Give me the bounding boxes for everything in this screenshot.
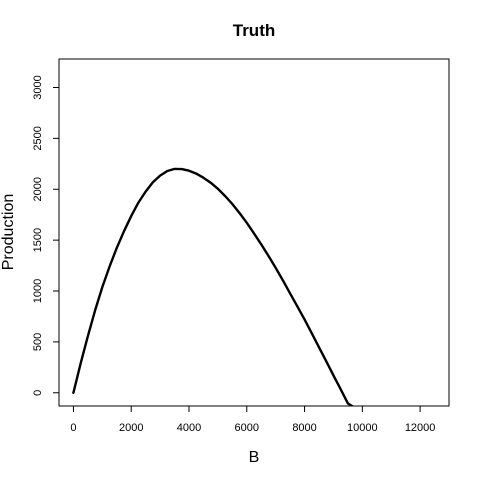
x-tick-label: 8000 xyxy=(292,422,316,434)
x-tick-label: 12000 xyxy=(405,422,436,434)
y-tick-label: 1500 xyxy=(32,228,44,252)
y-axis-label: Production xyxy=(0,194,17,271)
chart-title: Truth xyxy=(233,21,276,40)
y-tick-label: 2500 xyxy=(32,126,44,150)
x-tick-label: 6000 xyxy=(235,422,259,434)
production-curve xyxy=(72,167,355,406)
y-tick-label: 500 xyxy=(32,333,44,351)
x-tick-label: 10000 xyxy=(347,422,378,434)
x-tick-label: 4000 xyxy=(177,422,201,434)
y-tick-label: 3000 xyxy=(32,75,44,99)
y-tick-label: 1000 xyxy=(32,279,44,303)
x-tick-label: 0 xyxy=(70,422,76,434)
y-tick-label: 2000 xyxy=(32,177,44,201)
series-layer xyxy=(72,167,355,406)
x-axis-label: B xyxy=(249,449,260,466)
x-tick-label: 2000 xyxy=(119,422,143,434)
x-axis: 0 2000 4000 6000 8000 10000 12000 xyxy=(70,406,435,434)
plot-area-box xyxy=(58,58,450,407)
y-tick-label: 0 xyxy=(32,390,44,396)
y-axis: 0 500 1000 1500 2000 2500 3000 xyxy=(32,75,59,396)
